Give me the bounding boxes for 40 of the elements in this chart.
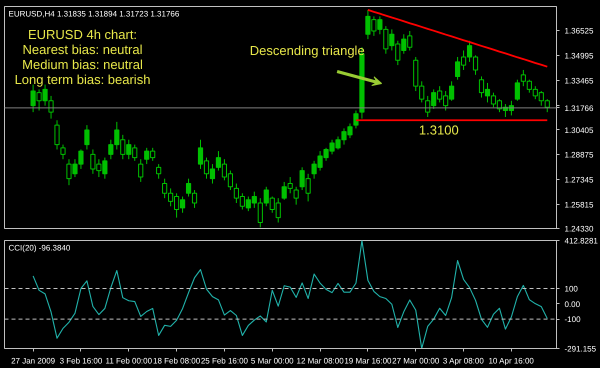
annotation: Medium bias: neutral <box>22 57 143 72</box>
candlestick <box>294 186 299 206</box>
x-tick-label: 27 Mar 00:00 <box>392 356 440 366</box>
ref-line-label: 1.31766 <box>564 104 594 113</box>
chart-title: EURUSD,H4 1.31835 1.31894 1.31723 1.31766 <box>8 10 180 18</box>
x-tick-label: 25 Feb 16:00 <box>200 356 249 366</box>
candlestick <box>60 144 66 160</box>
annotation: Long term bias: bearish <box>14 72 150 87</box>
x-tick-label: 10 Apr 16:00 <box>488 356 534 366</box>
y-tick-label: 1.33465 <box>564 76 594 86</box>
x-tick-label: 18 Feb 08:00 <box>153 356 201 366</box>
y-tick-label: -100 <box>564 315 582 324</box>
x-tick-label: 3 Apr 08:00 <box>442 356 484 366</box>
annotation: 1.3100 <box>418 122 459 138</box>
y-tick-label: -291.155 <box>564 344 597 354</box>
y-tick-label: 100 <box>564 284 578 294</box>
x-tick-label: 27 Jan 2009 <box>11 356 56 366</box>
y-tick-label: 0.00 <box>564 300 581 309</box>
y-tick-label: 412.8281 <box>564 236 598 246</box>
candlestick <box>84 124 90 150</box>
chart-title: CCI(20) -96.3840 <box>8 244 71 252</box>
x-tick-label: 3 Feb 16:00 <box>60 356 103 366</box>
y-tick-label: 1.25815 <box>564 200 594 210</box>
y-tick-label: 1.30405 <box>564 126 594 135</box>
y-tick-label: 1.28875 <box>564 150 594 160</box>
x-tick-label: 12 Mar 08:00 <box>296 356 344 366</box>
candlestick <box>514 79 520 102</box>
y-tick-label: 1.24330 <box>564 224 594 234</box>
y-tick-label: 1.36525 <box>564 26 594 36</box>
candlestick <box>54 120 60 150</box>
x-tick-label: 5 Mar 00:00 <box>250 356 294 366</box>
x-tick-label: 19 Mar 16:00 <box>344 356 392 366</box>
y-tick-label: 1.27345 <box>564 176 594 185</box>
candlestick <box>156 164 162 180</box>
annotation: EURUSD 4h chart: <box>28 27 138 42</box>
line-series <box>367 9 548 68</box>
annotation: Nearest bias: neutral <box>22 42 143 57</box>
y-tick-label: 1.34995 <box>564 51 594 60</box>
candlestick <box>138 158 144 182</box>
x-tick-label: 11 Feb 00:00 <box>105 356 153 366</box>
